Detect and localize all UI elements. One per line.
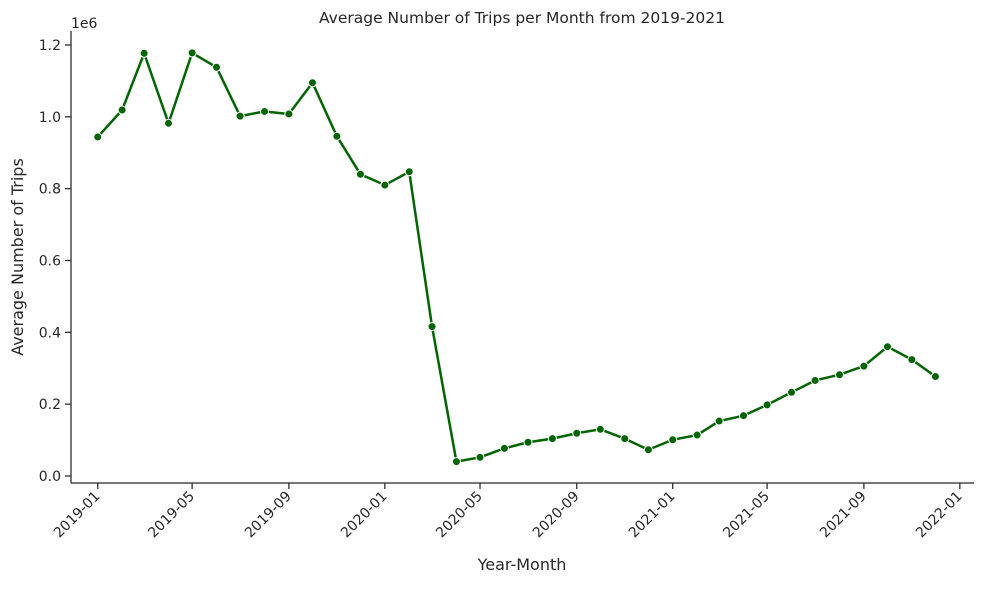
- y-tick-label: 0.6: [39, 254, 61, 270]
- x-tick-label: 2022-01: [913, 489, 966, 542]
- series-layer: [93, 48, 940, 467]
- data-point: [930, 372, 940, 382]
- data-point: [93, 132, 103, 142]
- data-point: [762, 400, 772, 410]
- data-point: [164, 118, 174, 128]
- data-point: [810, 375, 820, 385]
- y-tick-label: 1.2: [39, 38, 61, 54]
- data-point: [332, 131, 342, 141]
- data-point: [187, 48, 197, 58]
- x-tick-label: 2021-09: [817, 489, 870, 542]
- x-tick-label: 2019-01: [51, 489, 104, 542]
- data-point: [572, 428, 582, 438]
- data-point: [907, 355, 917, 365]
- data-point: [523, 437, 533, 447]
- data-point: [834, 370, 844, 380]
- data-point: [355, 169, 365, 179]
- data-point: [547, 434, 557, 444]
- y-offset-label: 1e6: [71, 16, 98, 32]
- y-tick-label: 0.8: [39, 182, 61, 198]
- y-axis-label: Average Number of Trips: [8, 158, 27, 356]
- data-point: [380, 180, 390, 190]
- data-point: [668, 435, 678, 445]
- data-point: [739, 411, 749, 421]
- data-point: [212, 62, 222, 72]
- data-point: [620, 434, 630, 444]
- series-line: [96, 51, 937, 463]
- data-point: [882, 342, 892, 352]
- x-tick-label: 2019-05: [145, 489, 198, 542]
- data-point: [714, 416, 724, 426]
- data-point: [451, 457, 461, 467]
- x-tick-label: 2021-05: [720, 489, 773, 542]
- x-tick-label: 2020-09: [530, 489, 583, 542]
- data-point: [284, 109, 294, 119]
- data-point: [235, 111, 245, 121]
- x-axis-label: Year-Month: [477, 555, 567, 574]
- data-point: [404, 167, 414, 177]
- x-tick-label: 2020-05: [433, 489, 486, 542]
- y-tick-label: 0.4: [39, 325, 61, 341]
- x-tick-label: 2020-01: [338, 489, 391, 542]
- data-point: [595, 424, 605, 434]
- data-point: [499, 443, 509, 453]
- data-point: [475, 452, 485, 462]
- data-point: [859, 361, 869, 371]
- x-tick-label: 2019-09: [242, 489, 295, 542]
- y-tick-label: 0.0: [39, 469, 61, 485]
- y-tick-label: 1.0: [39, 110, 61, 126]
- data-point: [307, 78, 317, 88]
- data-point: [117, 105, 127, 115]
- data-point: [643, 445, 653, 455]
- data-point: [260, 106, 269, 116]
- y-tick-label: 0.2: [39, 397, 61, 413]
- data-point: [692, 430, 702, 440]
- chart-title: Average Number of Trips per Month from 2…: [319, 9, 725, 27]
- x-axis-ticks: 2019-01 2019-05 2019-09 2020-01 2020-05 2020-…: [51, 483, 966, 541]
- y-axis-ticks: 0.0 0.2 0.4 0.6 0.8 1.0 1.2: [39, 38, 71, 485]
- data-point: [427, 322, 437, 332]
- data-point: [139, 48, 149, 58]
- data-point: [787, 387, 797, 397]
- x-tick-label: 2021-01: [626, 489, 679, 542]
